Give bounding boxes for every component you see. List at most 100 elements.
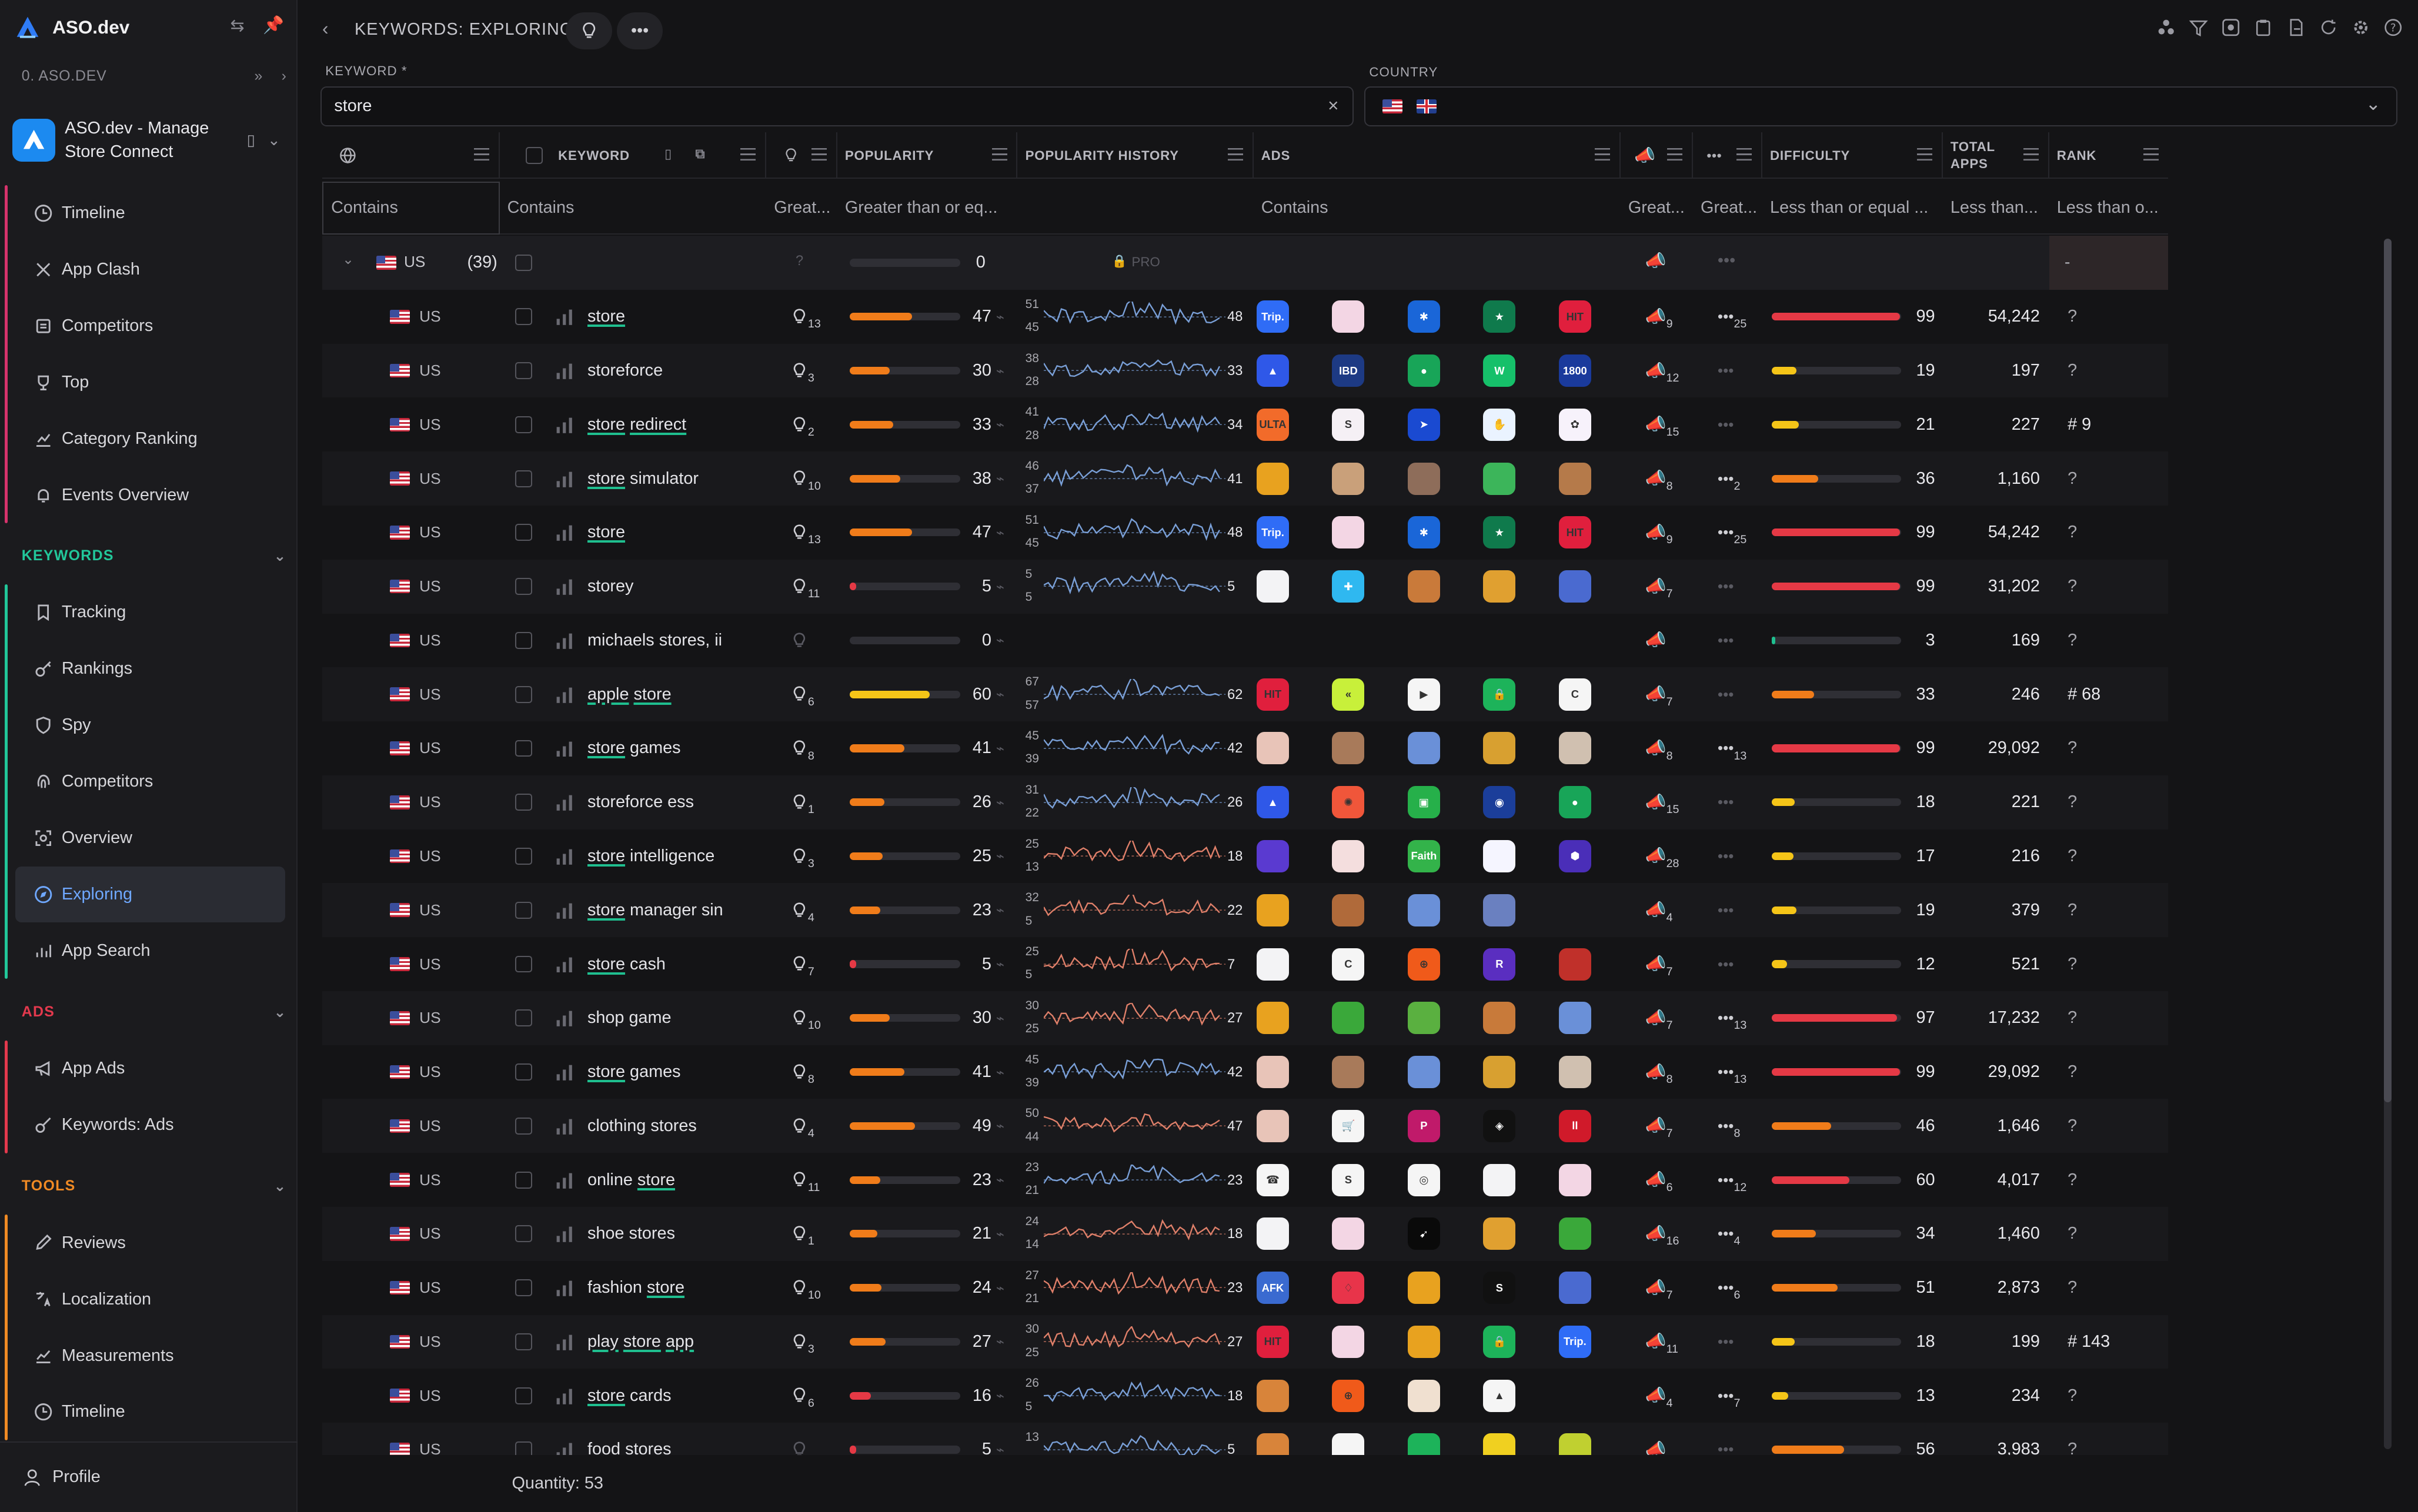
ads-count-cell[interactable]: 📣 7	[1645, 667, 1692, 721]
more-cell[interactable]: •••	[1718, 1315, 1764, 1369]
column-menu-icon[interactable]	[811, 148, 827, 160]
row-checkbox[interactable]	[515, 1153, 537, 1207]
keyword-link[interactable]: store games	[587, 721, 732, 775]
table-row[interactable]: US storey 11 5 ⌁ 5 5 5 ✚ 📣 7 ••• 99 31,202?	[322, 559, 2168, 614]
ad-app-icon[interactable]	[1332, 1423, 1366, 1456]
col-popularity-history[interactable]: POPULARITY HISTORY	[1018, 132, 1254, 179]
ad-app-icon[interactable]: Trip.	[1558, 1315, 1593, 1369]
sidebar-item-localization[interactable]: Localization	[0, 1271, 298, 1327]
table-row[interactable]: US store cards 6 16 ⌁ 26 5 18 ⊕ ▲ 📣 4 ••• 7 13 234?	[322, 1369, 2168, 1423]
ads-count-cell[interactable]: 📣 7	[1645, 991, 1692, 1045]
hint-cell[interactable]: 8	[791, 1045, 837, 1099]
app-selector[interactable]: ASO.dev - Manage Store Connect ▯ ⌄	[12, 112, 287, 168]
ad-app-icon[interactable]	[1483, 1045, 1517, 1099]
ad-app-icon[interactable]: ⊕	[1332, 1369, 1366, 1423]
ad-app-icon[interactable]: 🔒	[1483, 1315, 1517, 1369]
filter-popularity[interactable]: Greater than or eq...	[844, 198, 998, 218]
brand[interactable]: ASO.dev	[15, 14, 129, 42]
more-cell[interactable]: •••	[1718, 344, 1764, 398]
ad-app-icon[interactable]	[1332, 506, 1366, 560]
copy-icon[interactable]: ⧉	[695, 146, 706, 162]
col-keyword[interactable]: KEYWORD ▯ ⧉	[500, 132, 767, 179]
row-checkbox[interactable]	[515, 1207, 537, 1261]
ad-app-icon[interactable]: «	[1332, 667, 1366, 721]
ad-app-icon[interactable]	[1483, 1423, 1517, 1456]
filter-more[interactable]: Great...	[1701, 198, 1758, 218]
more-cell[interactable]: ••• 25	[1718, 506, 1764, 560]
row-checkbox[interactable]	[515, 397, 537, 451]
sidebar-item-measurements[interactable]: Measurements	[0, 1327, 298, 1384]
keyword-link[interactable]: store cash	[587, 937, 732, 991]
ads-count-cell[interactable]: 📣 7	[1645, 560, 1692, 614]
ads-count-cell[interactable]: 📣 9	[1645, 506, 1692, 560]
column-menu-icon[interactable]	[991, 148, 1007, 160]
ad-app-icon[interactable]: ✺	[1332, 775, 1366, 829]
column-menu-icon[interactable]	[1666, 148, 1683, 160]
ad-app-icon[interactable]: ▲	[1256, 775, 1291, 829]
keyword-link[interactable]: shoe stores	[587, 1207, 732, 1261]
country-select[interactable]: ⌄	[1364, 86, 2398, 126]
ad-app-icon[interactable]: ➤	[1407, 397, 1442, 451]
hint-cell[interactable]: 11	[791, 560, 837, 614]
group-icon[interactable]	[2157, 18, 2175, 36]
column-menu-icon[interactable]	[2143, 148, 2159, 160]
sidebar-item-keywords-ads[interactable]: Keywords: Ads	[0, 1097, 298, 1153]
ad-app-icon[interactable]	[1332, 991, 1366, 1045]
ads-count-cell[interactable]: 📣 15	[1645, 397, 1692, 451]
help-icon[interactable]: ?	[2384, 18, 2402, 36]
device-icon[interactable]: ▯	[246, 131, 255, 149]
keyword-input[interactable]	[322, 96, 1278, 116]
table-row[interactable]: US food stores 5 ⌁ 13 5 📣 ••• 56 3,983?	[322, 1423, 2168, 1456]
table-row[interactable]: US shop game 10 30 ⌁ 30 25 27 📣 7 ••• 13 97 17,232?	[322, 991, 2168, 1045]
chevron-right-icon[interactable]: ›	[281, 68, 287, 85]
ad-app-icon[interactable]: ⊕	[1407, 937, 1442, 991]
row-checkbox[interactable]	[515, 1369, 537, 1423]
row-checkbox[interactable]	[515, 1423, 537, 1456]
row-checkbox[interactable]	[515, 991, 537, 1045]
hint-cell[interactable]: 6	[791, 1369, 837, 1423]
row-checkbox[interactable]	[515, 1045, 537, 1099]
ad-app-icon[interactable]: 🔒	[1483, 667, 1517, 721]
ad-app-icon[interactable]: ♢	[1332, 1261, 1366, 1315]
filter-keyword[interactable]: Contains	[507, 198, 575, 218]
ad-app-icon[interactable]: ✿	[1558, 397, 1593, 451]
keyword-link[interactable]: store redirect	[587, 397, 732, 451]
keyword-link[interactable]: shop game	[587, 991, 732, 1045]
hint-cell[interactable]: 3	[791, 829, 837, 884]
ad-app-icon[interactable]: ✚	[1332, 560, 1366, 614]
col-difficulty[interactable]: DIFFICULTY	[1762, 132, 1943, 179]
ad-app-icon[interactable]	[1483, 451, 1517, 506]
row-checkbox[interactable]	[515, 1315, 537, 1369]
clipboard-icon[interactable]	[2254, 18, 2272, 36]
more-cell[interactable]: •••	[1718, 883, 1764, 937]
ad-app-icon[interactable]: C	[1332, 937, 1366, 991]
col-ads-count[interactable]: 📣	[1621, 132, 1693, 179]
ad-app-icon[interactable]	[1256, 991, 1291, 1045]
group-checkbox[interactable]	[515, 254, 532, 272]
hint-cell[interactable]: 2	[791, 397, 837, 451]
ad-app-icon[interactable]	[1558, 937, 1593, 991]
ad-app-icon[interactable]: ◈	[1483, 1099, 1517, 1153]
pin-icon[interactable]: 📌	[263, 16, 285, 35]
ad-app-icon[interactable]	[1256, 1099, 1291, 1153]
filter-icon[interactable]	[2189, 18, 2208, 37]
table-row[interactable]: US online store 11 23 ⌁ 23 21 23 ☎ S ◎ 📣 6 ••• 12 60 4,…	[322, 1153, 2168, 1207]
ad-app-icon[interactable]: HIT	[1558, 290, 1593, 344]
ad-app-icon[interactable]	[1558, 1045, 1593, 1099]
ad-app-icon[interactable]	[1256, 560, 1291, 614]
ad-app-icon[interactable]	[1407, 1423, 1442, 1456]
hint-cell[interactable]: 3	[791, 1315, 837, 1369]
ad-app-icon[interactable]	[1483, 829, 1517, 884]
ad-app-icon[interactable]	[1332, 1315, 1366, 1369]
row-checkbox[interactable]	[515, 775, 537, 829]
keyword-link[interactable]: store	[587, 506, 732, 560]
ads-count-cell[interactable]: 📣	[1645, 1423, 1692, 1455]
ads-count-cell[interactable]: 📣 12	[1645, 344, 1692, 398]
ads-count-cell[interactable]: 📣 7	[1645, 937, 1692, 991]
column-menu-icon[interactable]	[473, 148, 489, 160]
column-menu-icon[interactable]	[740, 148, 756, 160]
row-checkbox[interactable]	[515, 883, 537, 937]
keyword-link[interactable]: fashion store	[587, 1261, 732, 1315]
vertical-scrollbar[interactable]	[2383, 239, 2392, 1449]
more-cell[interactable]: •••	[1718, 829, 1764, 884]
